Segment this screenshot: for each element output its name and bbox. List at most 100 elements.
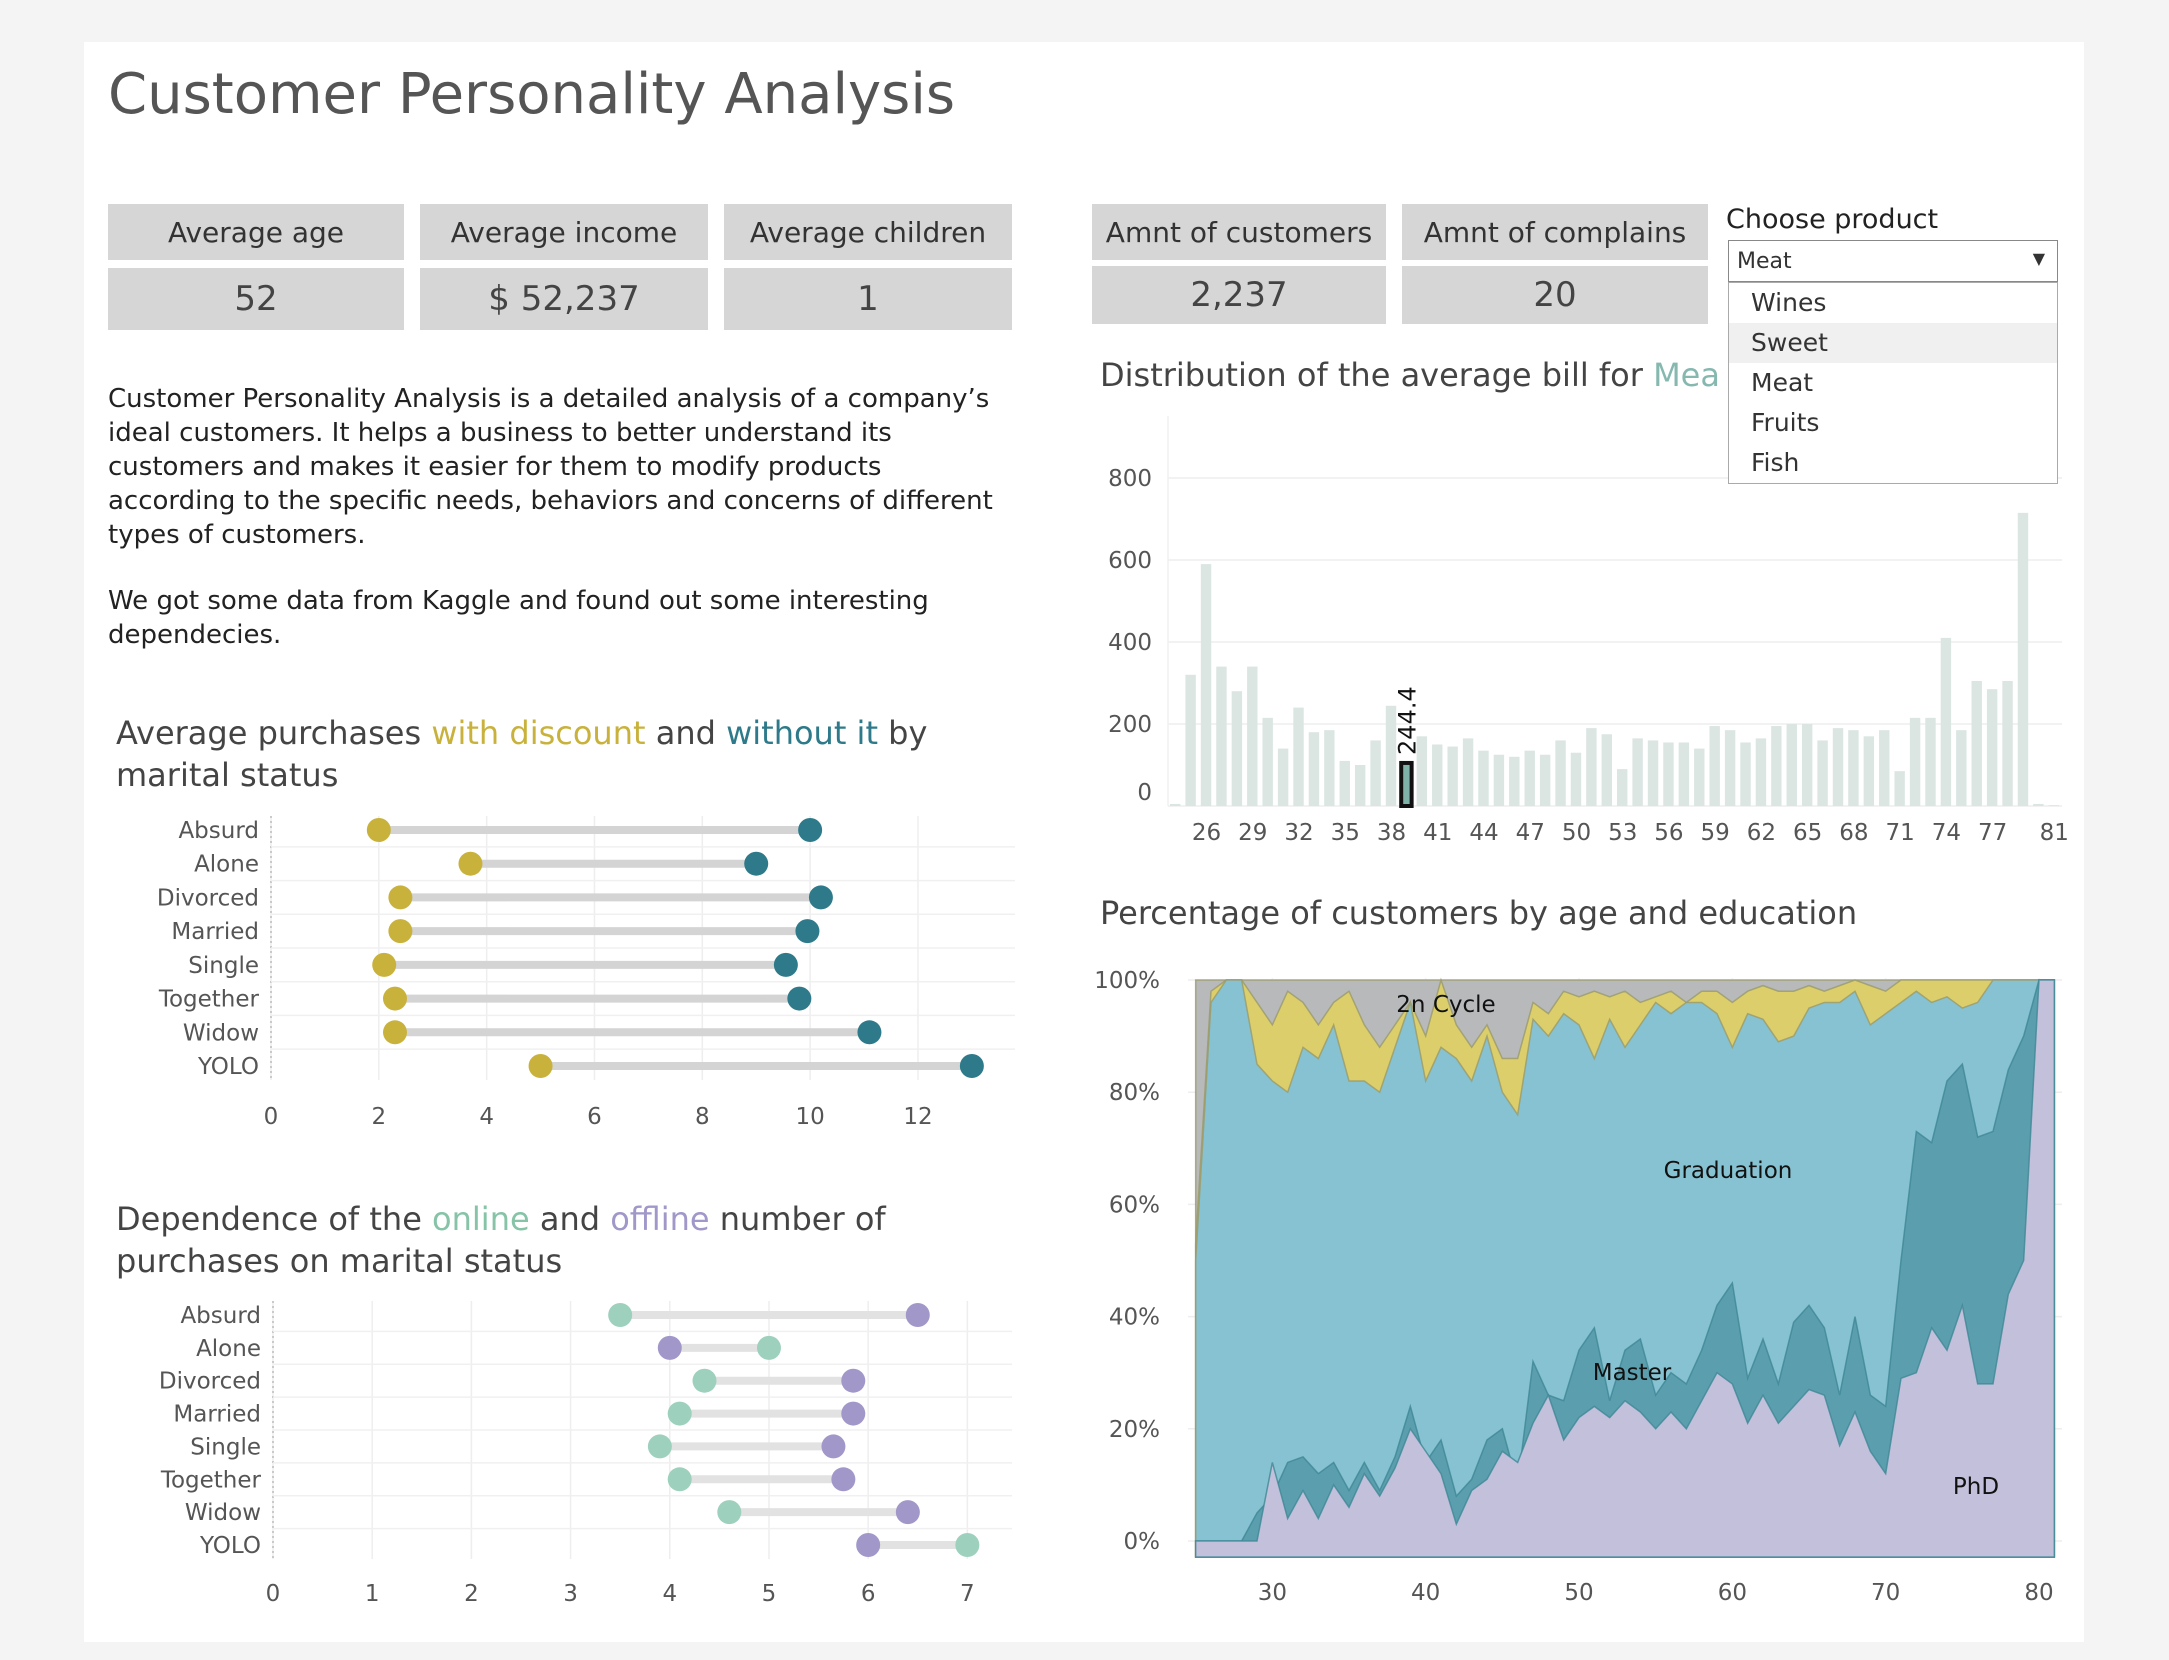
- area-xtick-label: 50: [1564, 1580, 1593, 1606]
- area-xtick-label: 40: [1411, 1580, 1440, 1606]
- bill-xtick-label: 62: [1747, 820, 1776, 846]
- kpi-average-age-label: Average age: [108, 204, 404, 260]
- discount-category-label: Alone: [194, 852, 259, 878]
- online-point-online: [955, 1533, 980, 1557]
- bill-bar: [1385, 705, 1397, 806]
- bill-xtick-label: 68: [1839, 820, 1868, 846]
- product-option-meat[interactable]: Meat: [1751, 368, 1814, 397]
- bill-xtick-label: 38: [1377, 820, 1406, 846]
- bill-bar: [1416, 736, 1428, 806]
- discount-point-with-discount: [458, 851, 483, 876]
- bill-bar: [1986, 689, 1998, 806]
- bill-bar: [1586, 728, 1597, 806]
- area-ytick-label: 80%: [1109, 1080, 1160, 1106]
- online-category-label: YOLO: [199, 1533, 261, 1559]
- online-xtick-label: 1: [365, 1581, 380, 1607]
- bill-bar: [2002, 680, 2013, 806]
- area-xtick-label: 30: [1258, 1580, 1287, 1606]
- bill-bar: [1940, 637, 1952, 806]
- discount-title-part-3: and: [645, 714, 727, 752]
- product-select-value: Meat: [1737, 248, 1792, 274]
- bill-xtick-label: 50: [1562, 820, 1591, 846]
- bill-ytick-label: 800: [1108, 466, 1152, 492]
- discount-point-with-discount: [372, 952, 397, 977]
- discount-point-without-it: [808, 885, 833, 910]
- kpi-average-income-value: $ 52,237: [420, 268, 708, 330]
- bill-bar: [1509, 756, 1520, 806]
- discount-point-with-discount: [383, 1020, 407, 1045]
- discount-title-part-1: Average purchases: [116, 714, 432, 752]
- discount-category-label: Single: [188, 953, 259, 979]
- product-select[interactable]: Meat ▼: [1728, 240, 2058, 282]
- discount-point-without-it: [959, 1054, 984, 1078]
- online-point-offline: [831, 1467, 856, 1492]
- chevron-down-icon[interactable]: ▼: [2032, 249, 2045, 268]
- online-title-part-5: number of purchases on marital status: [116, 1200, 886, 1280]
- bill-bar: [1632, 738, 1643, 806]
- product-option-sweet[interactable]: Sweet: [1729, 323, 2057, 363]
- area-ytick-label: 60%: [1109, 1192, 1160, 1218]
- bill-bar: [1339, 760, 1350, 806]
- bill-bar: [1817, 740, 1828, 806]
- discount-category-label: Together: [158, 987, 260, 1013]
- online-point-offline: [821, 1434, 846, 1459]
- area-series-label: Master: [1593, 1360, 1672, 1386]
- area-ytick-label: 40%: [1109, 1305, 1160, 1331]
- online-category-label: Widow: [185, 1500, 261, 1526]
- online-category-label: Married: [173, 1402, 261, 1428]
- discount-point-without-it: [798, 818, 823, 842]
- bill-bar: [1771, 726, 1782, 806]
- choose-product-label: Choose product: [1726, 204, 1939, 235]
- bill-bar: [1971, 680, 1982, 806]
- kpi-customers-label: Amnt of customers: [1092, 204, 1386, 260]
- bill-xtick-label: 29: [1238, 820, 1267, 846]
- online-xtick-label: 0: [266, 1581, 281, 1607]
- online-category-label: Together: [160, 1467, 262, 1493]
- bill-bar: [1601, 734, 1612, 806]
- discount-xtick-label: 2: [372, 1104, 387, 1130]
- online-xtick-label: 7: [960, 1581, 975, 1607]
- bill-title-product: Meat: [1653, 356, 1720, 394]
- bill-chart-title: Distribution of the average bill for Mea…: [1100, 354, 1720, 396]
- bill-bar: [1570, 752, 1582, 806]
- area-ytick-label: 20%: [1109, 1417, 1160, 1443]
- discount-point-without-it: [787, 986, 812, 1011]
- discount-point-with-discount: [388, 919, 413, 944]
- product-option-wines[interactable]: Wines: [1751, 288, 1827, 317]
- bill-bar: [1478, 750, 1489, 806]
- product-option-fruits[interactable]: Fruits: [1751, 408, 1820, 437]
- online-xtick-label: 5: [762, 1581, 777, 1607]
- bill-bar: [1462, 738, 1474, 806]
- discount-xtick-label: 8: [695, 1104, 710, 1130]
- bill-bar: [1956, 730, 1967, 806]
- discount-point-without-it: [744, 851, 769, 876]
- bill-bar: [1216, 666, 1227, 806]
- area-series-label: Graduation: [1664, 1158, 1793, 1184]
- online-point-online: [756, 1335, 781, 1360]
- bill-bar: [1370, 740, 1381, 806]
- bill-bar: [2017, 512, 2029, 806]
- bill-bar: [1694, 748, 1705, 806]
- discount-category-label: YOLO: [197, 1054, 259, 1080]
- product-option-fish[interactable]: Fish: [1751, 448, 1800, 477]
- bill-ytick-label: 400: [1108, 630, 1152, 656]
- online-title-part-1: Dependence of the: [116, 1200, 433, 1238]
- bill-bar: [1879, 730, 1890, 806]
- product-options-list: Wines Sweet Meat Fruits Fish: [1728, 282, 2058, 484]
- online-xtick-label: 4: [662, 1581, 677, 1607]
- online-title-online: online: [432, 1200, 530, 1238]
- area-xtick-label: 60: [1718, 1580, 1747, 1606]
- kpi-complains-label: Amnt of complains: [1402, 204, 1708, 260]
- discount-category-label: Married: [171, 919, 259, 945]
- bill-bar: [1678, 742, 1690, 806]
- bill-bar: [1447, 746, 1458, 806]
- bill-bar: [2033, 803, 2044, 806]
- online-xtick-label: 6: [861, 1581, 876, 1607]
- online-xtick-label: 2: [464, 1581, 479, 1607]
- bill-bar: [1786, 724, 1797, 806]
- area-xtick-label: 80: [2024, 1580, 2053, 1606]
- bill-bar: [1170, 803, 1181, 806]
- bill-bar: [1524, 750, 1535, 806]
- bill-ytick-label: 600: [1108, 548, 1152, 574]
